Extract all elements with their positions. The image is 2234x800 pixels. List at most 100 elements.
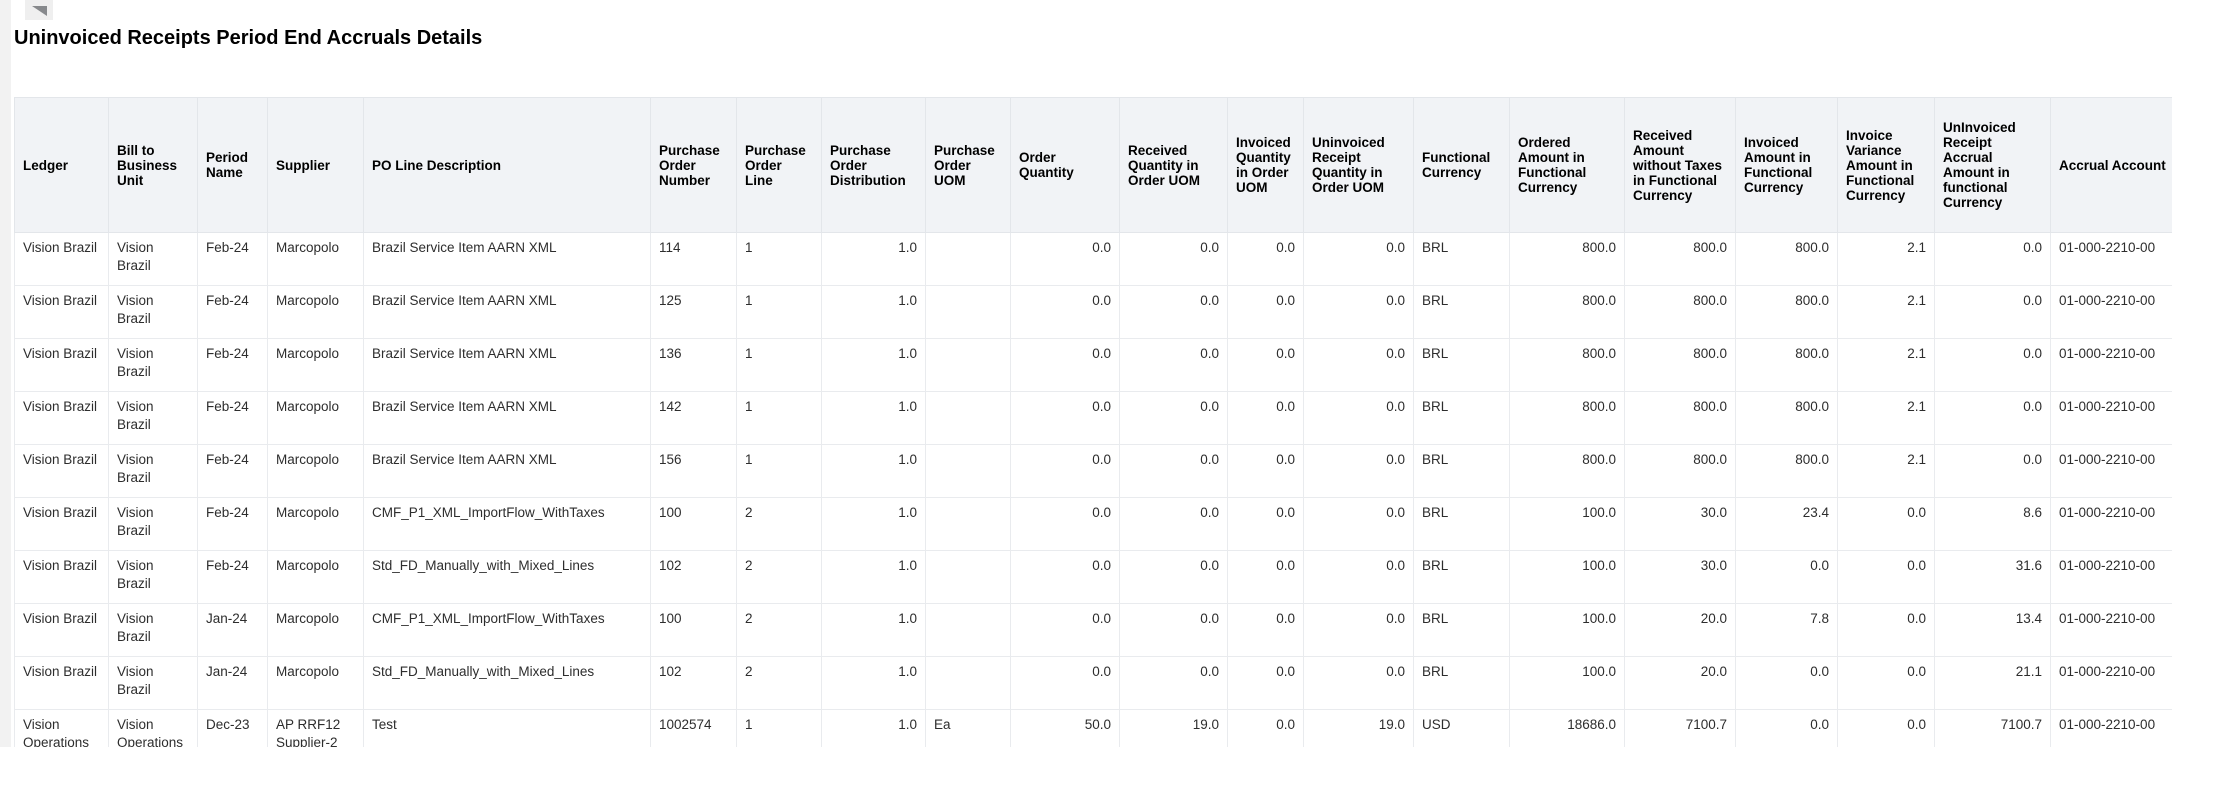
- cell-po_distribution: 1.0: [821, 285, 926, 339]
- column-header-ordered_amount: Ordered Amount in Functional Currency: [1509, 97, 1625, 233]
- cell-po_distribution: 1.0: [821, 338, 926, 392]
- cell-po_distribution: 1.0: [821, 232, 926, 286]
- column-header-functional_currency: Functional Currency: [1413, 97, 1510, 233]
- cell-received_amount: 800.0: [1624, 232, 1736, 286]
- cell-po_number: 136: [650, 338, 737, 392]
- cell-bill_to_bu: Vision Brazil: [108, 656, 198, 710]
- column-header-po_line_description: PO Line Description: [363, 97, 651, 233]
- cell-po_uom: [925, 497, 1011, 551]
- cell-invoiced_qty: 0.0: [1227, 709, 1304, 747]
- cell-order_qty: 0.0: [1010, 497, 1120, 551]
- cell-order_qty: 0.0: [1010, 603, 1120, 657]
- cell-bill_to_bu: Vision Brazil: [108, 338, 198, 392]
- cell-received_amount: 800.0: [1624, 285, 1736, 339]
- cell-period_name: Dec-23: [197, 709, 268, 747]
- cell-order_qty: 0.0: [1010, 550, 1120, 604]
- cell-invoiced_qty: 0.0: [1227, 656, 1304, 710]
- cell-po_line_description: CMF_P1_XML_ImportFlow_WithTaxes: [363, 603, 651, 657]
- table-row: Vision Brazil Vision Brazil Feb-24 Marcopol…: [14, 285, 2172, 339]
- cell-invoiced_qty: 0.0: [1227, 285, 1304, 339]
- cell-invoiced_amount: 800.0: [1735, 285, 1838, 339]
- cell-invoiced_amount: 800.0: [1735, 444, 1838, 498]
- cell-invoice_variance: 0.0: [1837, 497, 1935, 551]
- cell-po_line: 2: [736, 550, 822, 604]
- cell-po_line: 1: [736, 338, 822, 392]
- cell-accrual_account: 01-000-2210-00: [2050, 285, 2172, 339]
- cell-period_name: Jan-24: [197, 656, 268, 710]
- cell-order_qty: 0.0: [1010, 285, 1120, 339]
- cell-invoiced_qty: 0.0: [1227, 338, 1304, 392]
- cell-invoiced_qty: 0.0: [1227, 444, 1304, 498]
- column-header-received_amount: Received Amount without Taxes in Functio…: [1624, 97, 1736, 233]
- cell-ordered_amount: 100.0: [1509, 656, 1625, 710]
- cell-po_line: 1: [736, 391, 822, 445]
- cell-invoiced_amount: 23.4: [1735, 497, 1838, 551]
- cell-uninvoiced_qty: 0.0: [1303, 232, 1414, 286]
- cell-period_name: Feb-24: [197, 285, 268, 339]
- cell-received_qty: 0.0: [1119, 603, 1228, 657]
- cell-po_uom: [925, 444, 1011, 498]
- cell-po_distribution: 1.0: [821, 497, 926, 551]
- cell-po_line: 1: [736, 444, 822, 498]
- cell-received_amount: 800.0: [1624, 338, 1736, 392]
- column-header-uninvoiced_accrual: UnInvoiced Receipt Accrual Amount in fun…: [1934, 97, 2051, 233]
- cell-po_number: 156: [650, 444, 737, 498]
- cell-received_qty: 0.0: [1119, 656, 1228, 710]
- cell-uninvoiced_qty: 0.0: [1303, 603, 1414, 657]
- column-header-bill_to_bu: Bill to Business Unit: [108, 97, 198, 233]
- cell-invoice_variance: 2.1: [1837, 391, 1935, 445]
- cell-bill_to_bu: Vision Brazil: [108, 603, 198, 657]
- cell-invoice_variance: 2.1: [1837, 285, 1935, 339]
- cell-invoiced_amount: 800.0: [1735, 338, 1838, 392]
- column-header-supplier: Supplier: [267, 97, 364, 233]
- column-header-accrual_account: Accrual Account: [2050, 97, 2172, 233]
- cell-bill_to_bu: Vision Operations: [108, 709, 198, 747]
- cell-invoice_variance: 0.0: [1837, 709, 1935, 747]
- cell-accrual_account: 01-000-2210-00: [2050, 497, 2172, 551]
- cell-uninvoiced_accrual: 8.6: [1934, 497, 2051, 551]
- cell-functional_currency: BRL: [1413, 656, 1510, 710]
- cell-po_uom: [925, 391, 1011, 445]
- cell-functional_currency: BRL: [1413, 550, 1510, 604]
- cell-uninvoiced_qty: 0.0: [1303, 338, 1414, 392]
- collapse-pane-button[interactable]: [25, 0, 53, 20]
- cell-ordered_amount: 100.0: [1509, 603, 1625, 657]
- cell-accrual_account: 01-000-2210-00: [2050, 709, 2172, 747]
- cell-uninvoiced_qty: 0.0: [1303, 444, 1414, 498]
- cell-received_amount: 30.0: [1624, 550, 1736, 604]
- column-header-invoice_variance: Invoice Variance Amount in Functional Cu…: [1837, 97, 1935, 233]
- cell-functional_currency: BRL: [1413, 444, 1510, 498]
- cell-po_distribution: 1.0: [821, 603, 926, 657]
- cell-ledger: Vision Brazil: [14, 391, 109, 445]
- cell-supplier: Marcopolo: [267, 444, 364, 498]
- cell-supplier: Marcopolo: [267, 391, 364, 445]
- cell-po_line_description: Brazil Service Item AARN XML: [363, 232, 651, 286]
- cell-invoiced_amount: 800.0: [1735, 232, 1838, 286]
- cell-functional_currency: BRL: [1413, 338, 1510, 392]
- cell-accrual_account: 01-000-2210-00: [2050, 603, 2172, 657]
- cell-invoiced_amount: 0.0: [1735, 550, 1838, 604]
- cell-bill_to_bu: Vision Brazil: [108, 444, 198, 498]
- cell-po_uom: Ea: [925, 709, 1011, 747]
- cell-po_uom: [925, 338, 1011, 392]
- cell-received_amount: 20.0: [1624, 603, 1736, 657]
- cell-invoiced_amount: 0.0: [1735, 709, 1838, 747]
- cell-accrual_account: 01-000-2210-00: [2050, 338, 2172, 392]
- cell-po_number: 114: [650, 232, 737, 286]
- cell-po_distribution: 1.0: [821, 391, 926, 445]
- cell-uninvoiced_accrual: 0.0: [1934, 391, 2051, 445]
- cell-received_amount: 20.0: [1624, 656, 1736, 710]
- cell-po_uom: [925, 550, 1011, 604]
- table-row: Vision Brazil Vision Brazil Feb-24 Marcopol…: [14, 550, 2172, 604]
- cell-po_line_description: Brazil Service Item AARN XML: [363, 444, 651, 498]
- cell-ledger: Vision Brazil: [14, 656, 109, 710]
- cell-ordered_amount: 800.0: [1509, 444, 1625, 498]
- cell-uninvoiced_qty: 0.0: [1303, 550, 1414, 604]
- cell-ordered_amount: 18686.0: [1509, 709, 1625, 747]
- cell-order_qty: 0.0: [1010, 338, 1120, 392]
- collapse-pane-triangle-icon: [32, 6, 47, 16]
- cell-po_uom: [925, 656, 1011, 710]
- cell-invoice_variance: 0.0: [1837, 656, 1935, 710]
- report-viewport: Uninvoiced Receipts Period End Accruals …: [0, 0, 2172, 747]
